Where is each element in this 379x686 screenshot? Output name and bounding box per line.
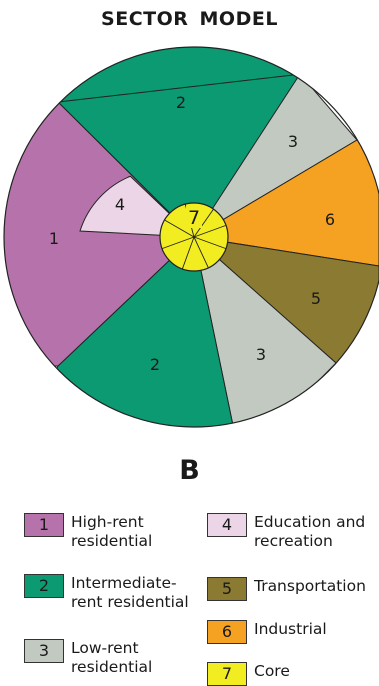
core-divider-line	[164, 219, 195, 238]
legend-label: Education and recreation	[254, 513, 366, 550]
legend-swatch: 3	[24, 639, 64, 663]
legend-item-intermediate-rent: 2 Intermediate- rent residential	[24, 574, 189, 612]
sector-number-label: 5	[311, 289, 321, 308]
legend-label: Low-rent residential	[71, 639, 153, 676]
core-number-label: 7	[188, 207, 200, 229]
legend-item-core: 7 Core	[207, 662, 290, 686]
core-divider-line	[193, 224, 227, 238]
sector-number-label: 2	[150, 355, 160, 374]
sector-number-label: 1	[49, 229, 59, 248]
core-group	[159, 202, 229, 272]
sector-model-diagram: 2 3 6 5 3 2 1 4 7	[3, 46, 379, 428]
legend-swatch: 7	[207, 662, 247, 686]
legend-swatch: 1	[24, 513, 64, 537]
sector-number-label: 3	[288, 132, 298, 151]
diagram-title: SECTOR MODEL	[101, 8, 278, 30]
core-divider-line	[193, 208, 214, 238]
legend-swatch: 4	[207, 513, 247, 537]
panel-letter: B	[179, 455, 200, 486]
legend-swatch: 6	[207, 620, 247, 644]
core-label-backing	[186, 206, 202, 228]
sector-number-label: 4	[115, 195, 125, 214]
core-divider-line	[161, 236, 195, 250]
legend-swatch: 5	[207, 577, 247, 601]
sector-number-label: 6	[325, 210, 335, 229]
city-boundary	[3, 46, 379, 428]
legend-swatch: 2	[24, 574, 64, 598]
legend-item-high-rent: 1 High-rent residential	[24, 513, 152, 551]
core-divider-line	[193, 236, 209, 269]
legend-label: Core	[254, 662, 290, 680]
legend-item-industrial: 6 Industrial	[207, 620, 327, 644]
legend-label: Intermediate- rent residential	[71, 574, 189, 611]
legend-label: High-rent residential	[71, 513, 153, 550]
sector-number-label: 3	[256, 345, 266, 364]
legend-item-transportation: 5 Transportation	[207, 577, 366, 601]
legend-label: Transportation	[254, 577, 366, 595]
sector-number-label: 2	[176, 93, 186, 112]
legend-label: Industrial	[254, 620, 327, 638]
legend-item-education-recreation: 4 Education and recreation	[207, 513, 365, 551]
legend-item-low-rent: 3 Low-rent residential	[24, 639, 152, 677]
sector-label-group: 2 3 6 5 3 2 1 4 7	[49, 93, 335, 374]
core-divider-line	[193, 236, 227, 250]
core-divider-line	[181, 236, 195, 270]
